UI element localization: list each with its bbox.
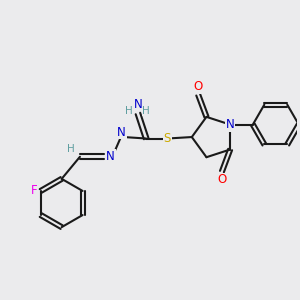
Text: N: N	[117, 125, 126, 139]
Text: O: O	[217, 173, 226, 186]
Text: H: H	[67, 143, 75, 154]
Text: H: H	[142, 106, 150, 116]
Text: H: H	[124, 106, 132, 116]
Text: N: N	[106, 150, 115, 163]
Text: F: F	[31, 184, 38, 197]
Text: O: O	[194, 80, 203, 93]
Text: N: N	[134, 98, 142, 111]
Text: S: S	[164, 132, 171, 145]
Text: N: N	[226, 118, 235, 131]
